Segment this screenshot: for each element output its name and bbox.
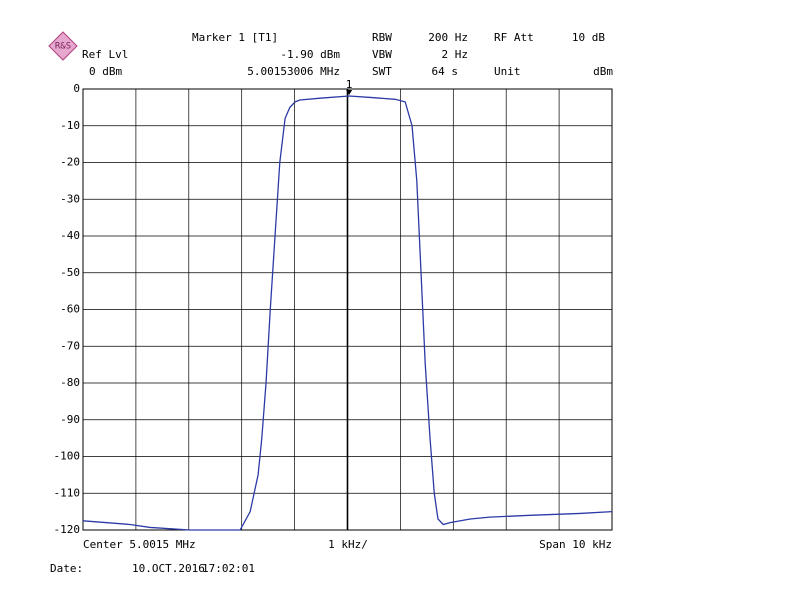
unit: dBm [593, 65, 613, 78]
date-label: Date: [50, 562, 83, 575]
vbw: 2 Hz [442, 48, 469, 61]
y-tick-label: -20 [60, 156, 80, 169]
y-tick-label: -60 [60, 303, 80, 316]
rf-att: 10 dB [572, 31, 605, 44]
swt: 64 s [432, 65, 459, 78]
ref-lvl: 0 dBm [89, 65, 122, 78]
marker [346, 89, 353, 95]
y-tick-label: -110 [54, 486, 81, 499]
y-tick-label: -90 [60, 413, 80, 426]
marker-label: 1 [346, 78, 353, 91]
y-tick-label: -30 [60, 192, 80, 205]
logo: R&S [48, 31, 78, 61]
vbw-label: VBW [372, 48, 392, 61]
y-tick-label: -120 [54, 523, 81, 536]
marker-freq: 5.00153006 MHz [247, 65, 340, 78]
swt-label: SWT [372, 65, 392, 78]
y-tick-label: -40 [60, 229, 80, 242]
center-freq: Center 5.0015 MHz [83, 538, 196, 551]
y-tick-label: -10 [60, 119, 80, 132]
y-tick-label: 0 [73, 82, 80, 95]
span: Span 10 kHz [539, 538, 612, 551]
y-tick-label: -100 [54, 450, 81, 463]
marker-title: Marker 1 [T1] [192, 31, 278, 44]
y-tick-label: -70 [60, 339, 80, 352]
per-div: 1 kHz/ [328, 538, 368, 551]
time: 17:02:01 [202, 562, 255, 575]
ref-lvl-label: Ref Lvl [82, 48, 128, 61]
y-tick-label: -50 [60, 266, 80, 279]
rbw: 200 Hz [428, 31, 468, 44]
unit-label: Unit [494, 65, 521, 78]
svg-text:R&S: R&S [55, 42, 71, 52]
trace [82, 95, 613, 531]
rbw-label: RBW [372, 31, 392, 44]
rf-att-label: RF Att [494, 31, 534, 44]
marker-level: -1.90 dBm [280, 48, 340, 61]
y-tick-label: -80 [60, 376, 80, 389]
date: 10.OCT.2016 [132, 562, 205, 575]
